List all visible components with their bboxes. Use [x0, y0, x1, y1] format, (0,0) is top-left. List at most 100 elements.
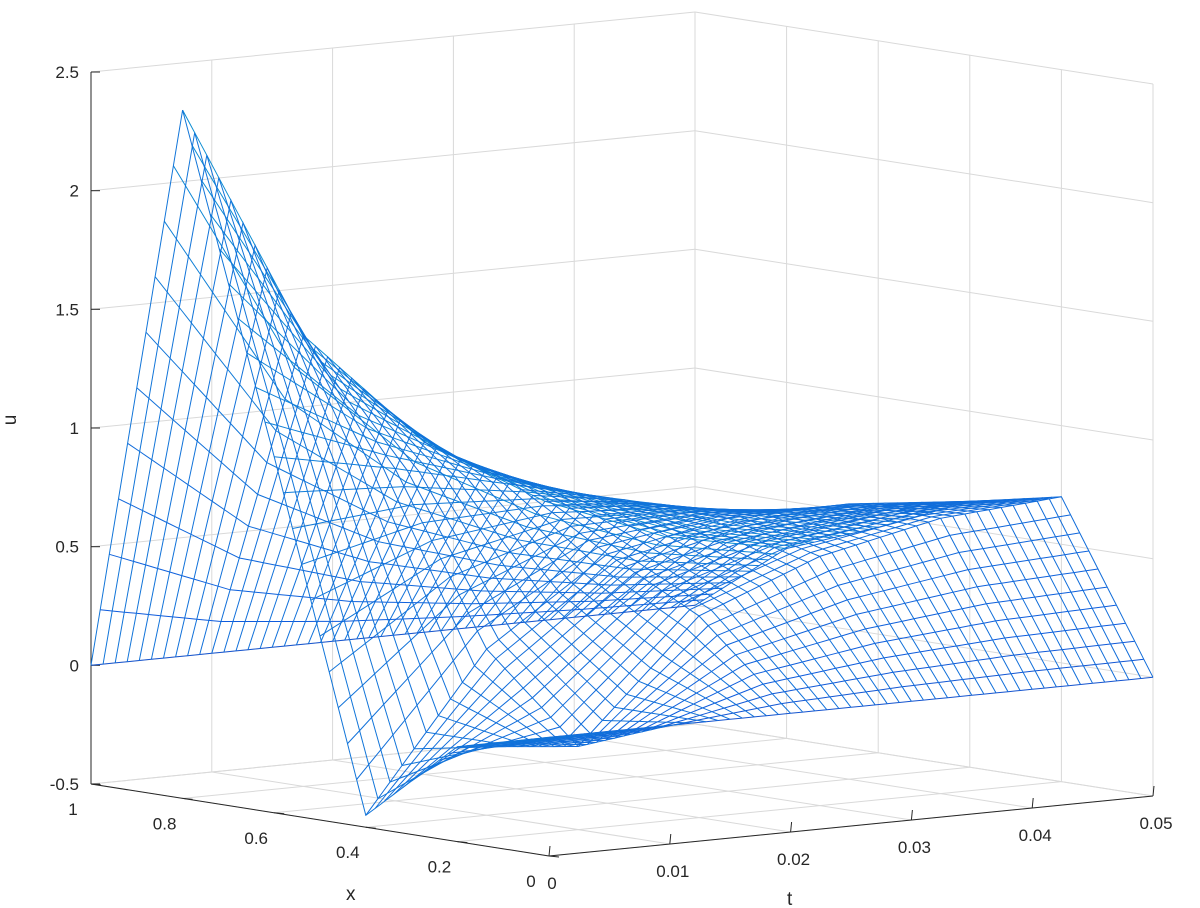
back-wall-grid-line: [90, 11, 696, 73]
grid-lines: [90, 11, 1154, 857]
mesh-line-constant-x: [374, 500, 980, 809]
x-tick-label: 0.2: [428, 858, 452, 877]
x-tick-mark: [548, 855, 560, 858]
u-axis-label: u: [0, 415, 21, 426]
floor-grid-line: [211, 771, 670, 845]
mesh-line-constant-t: [549, 506, 1009, 692]
x-axis-label: x: [346, 884, 356, 905]
t-tick-label: 0.04: [1019, 826, 1052, 845]
floor-grid-line: [574, 735, 1033, 809]
mesh-line-constant-x: [218, 248, 824, 541]
mesh-line-constant-x: [182, 109, 787, 549]
mesh-line-constant-t: [585, 503, 1045, 689]
u-tick-label: 0.5: [55, 538, 79, 557]
mesh-line-constant-t: [428, 488, 888, 704]
mesh-line-constant-t: [102, 132, 562, 800]
mesh-line-constant-t: [646, 501, 1106, 683]
side-wall-grid-line: [694, 604, 1154, 678]
mesh-line-constant-t: [150, 221, 610, 748]
t-axis-label: t: [787, 889, 793, 908]
u-tick-label: 1: [70, 419, 79, 438]
floor-grid-line: [453, 747, 912, 821]
x-tick-mark: [182, 797, 193, 800]
x-tick-label: 1: [68, 800, 77, 819]
mesh-line-constant-t: [634, 502, 1094, 684]
mesh-line-constant-t: [175, 266, 634, 748]
x-axis-line: [90, 783, 550, 857]
mesh-line-constant-t: [223, 344, 682, 735]
mesh-line-constant-t: [235, 355, 695, 724]
mesh-line-constant-t: [682, 498, 1142, 679]
mesh-line-constant-t: [392, 471, 852, 708]
t-tick-mark: [790, 821, 793, 833]
surface-mesh: [90, 109, 1154, 817]
mesh-line-constant-t: [199, 311, 658, 748]
back-wall-grid-line: [90, 130, 696, 192]
mesh-line-constant-t: [114, 155, 574, 783]
mesh-line-constant-t: [332, 441, 791, 714]
t-tick-label: 0.02: [777, 850, 810, 869]
mesh-line-constant-t: [561, 504, 1021, 691]
mesh-line-constant-t: [344, 447, 804, 713]
mesh-line-constant-t: [295, 409, 755, 718]
x-tick-mark: [457, 841, 468, 844]
t-tick-label: 0: [547, 874, 556, 893]
t-tick-label: 0.01: [656, 862, 689, 881]
mesh-line-constant-x: [539, 658, 1144, 739]
mesh-line-constant-t: [356, 453, 816, 712]
floor-grid-line: [274, 752, 879, 814]
mesh-line-constant-t: [307, 420, 767, 717]
mesh-line-constant-t: [622, 502, 1081, 685]
mesh-line-constant-t: [187, 289, 646, 748]
mesh-line-constant-x: [136, 387, 741, 578]
floor-grid-line: [457, 781, 1062, 843]
t-tick-mark: [1031, 797, 1034, 809]
mesh-line-constant-t: [598, 502, 1057, 688]
t-axis-line: [548, 795, 1154, 857]
mesh-line-constant-t: [90, 109, 550, 817]
mesh-line-constant-t: [573, 503, 1033, 690]
x-tick-mark: [274, 812, 285, 815]
floor-grid-line: [182, 737, 787, 799]
mesh-line-constant-t: [211, 334, 670, 748]
u-tick-label: 1.5: [55, 300, 79, 319]
mesh-line-constant-t: [465, 502, 924, 701]
t-tick-label: 0.03: [898, 838, 931, 857]
mesh-line-constant-t: [126, 177, 586, 767]
mesh-line-constant-t: [163, 243, 622, 748]
t-tick-label: 0.05: [1139, 814, 1172, 833]
side-wall-grid-line: [694, 11, 1154, 85]
mesh-line-constant-t: [368, 459, 828, 711]
mesh-line-constant-t: [537, 507, 997, 694]
mesh-line-constant-t: [610, 502, 1069, 686]
tick-labels: 0 0.01 0.02 0.03 0.04 0.05 0 0.2 0.4 0.6 0.8 1 -0.5 0…: [50, 63, 1173, 893]
u-tick-label: 0: [70, 656, 79, 675]
mesh-line-constant-t: [404, 477, 864, 707]
floor-grid-line: [332, 759, 791, 833]
t-tick-mark: [1152, 785, 1155, 797]
x-tick-label: 0.4: [336, 843, 360, 862]
u-tick-label: 2: [70, 182, 79, 201]
t-tick-mark: [910, 809, 913, 821]
mesh-line-constant-t: [283, 398, 743, 719]
mesh-line-constant-t: [247, 366, 707, 723]
mesh-line-constant-t: [138, 198, 598, 750]
mesh-line-constant-t: [380, 465, 840, 709]
floor-grid-line: [365, 766, 970, 828]
mesh-line-constant-t: [670, 500, 1130, 680]
x-tick-label: 0.6: [244, 829, 268, 848]
back-wall-grid-line: [90, 248, 696, 310]
side-wall-grid-line: [694, 130, 1154, 204]
mesh-line-constant-t: [416, 483, 876, 706]
mesh-line-constant-t: [320, 430, 779, 715]
mesh-line-constant-t: [658, 501, 1118, 682]
side-wall-grid-line: [694, 486, 1154, 560]
mesh-line-constant-x: [530, 640, 1135, 740]
u-tick-label: 2.5: [55, 63, 79, 82]
x-tick-mark: [365, 826, 376, 829]
mesh-line-constant-t: [259, 377, 719, 721]
mesh-line-constant-t: [694, 496, 1154, 678]
side-wall-grid-line: [694, 367, 1154, 441]
t-tick-mark: [548, 845, 551, 857]
